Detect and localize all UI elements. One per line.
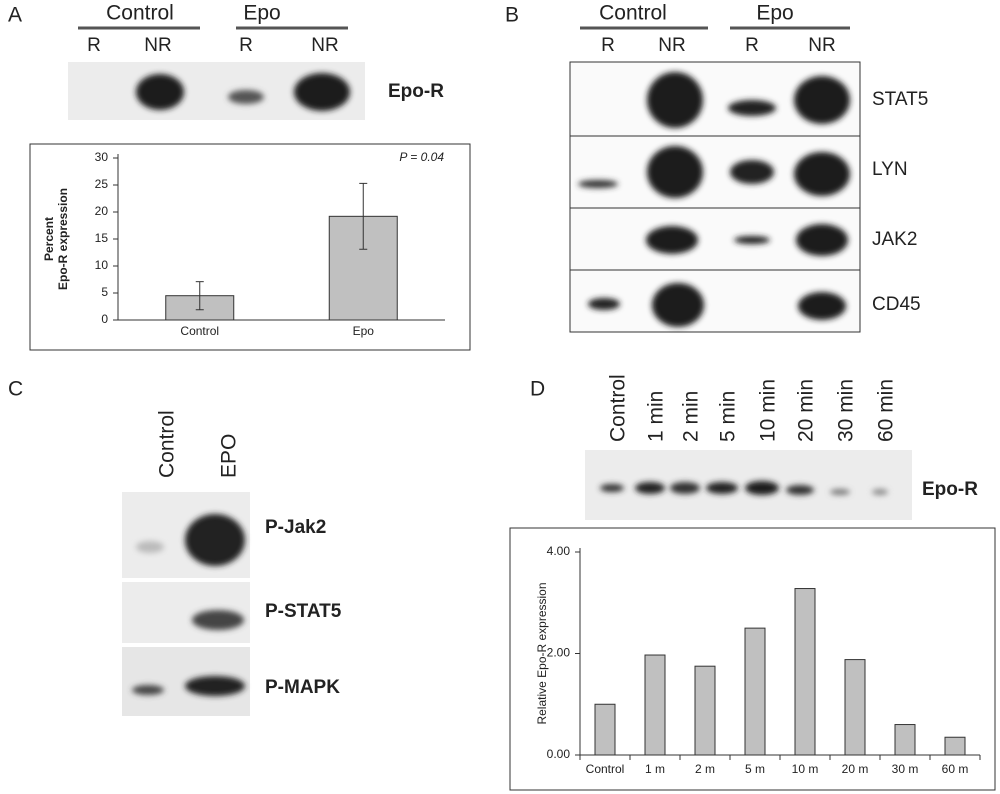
lane-label: Control [156,410,179,478]
lane-label: R [87,35,101,56]
lane-labels: Control 1 min 2 min 5 min 10 min 20 min 30 min… [607,374,898,442]
panel-label: A [8,4,22,27]
y-tick-label: 5 [101,285,108,299]
y-tick-label: 20 [95,204,109,218]
blot [569,61,861,333]
blot [122,492,250,716]
panel-label: D [530,378,545,401]
y-tick-label: 15 [95,231,109,245]
y-tick-label: 10 [95,258,109,272]
y-tick-label: 2.00 [547,646,571,660]
bar [594,703,616,756]
panel-label: B [505,4,519,27]
band-label: LYN [872,159,908,180]
chart-frame [509,527,996,791]
bar [794,588,816,756]
x-tick-label: Epo [353,324,375,338]
bar [944,736,966,756]
band-label: Epo-R [388,81,444,102]
x-tick-label: 1 m [645,762,665,776]
lane-label: R [745,35,759,56]
y-tick-label: 25 [95,177,109,191]
x-tick-label: Control [180,324,219,338]
band-label: P-MAPK [265,677,340,698]
panel-label: C [8,378,23,401]
y-tick-label: 4.00 [547,544,571,558]
lane-label: NR [311,35,338,56]
x-tick-label: Control [586,762,625,776]
lane-label: 30 min [835,379,858,442]
lane-label: 1 min [645,391,668,442]
lane-label: NR [808,35,835,56]
lane-label: 10 min [757,379,780,442]
bar [744,627,766,756]
blot [68,62,365,120]
x-tick-label: 10 m [792,762,819,776]
x-tick-label: 2 m [695,762,715,776]
band-label: P-STAT5 [265,601,342,622]
y-tick-label: 0 [101,312,108,326]
x-tick-label: 30 m [892,762,919,776]
y-tick-label: 30 [95,150,109,164]
error-bar [195,281,204,311]
annotation: P = 0.04 [399,150,444,164]
group-label: Epo [243,2,280,25]
bar [694,665,716,756]
band-label: Epo-R [922,479,978,500]
error-bar [359,182,368,250]
band-label: CD45 [872,294,921,315]
lane-label: R [601,35,615,56]
band-label: P-Jak2 [265,517,326,538]
band-label: STAT5 [872,89,928,110]
y-axis-label: Relative Epo-R expression [535,582,549,724]
x-tick-label: 20 m [842,762,869,776]
y-tick-label: 0.00 [547,747,571,761]
group-label: Epo [756,2,793,25]
lane-label: EPO [218,434,241,478]
band-label: JAK2 [872,229,917,250]
group-label: Control [106,2,174,25]
blot [585,450,912,520]
bar [844,659,866,756]
lane-label: Control [607,374,630,442]
group-label: Control [599,2,667,25]
bar [894,724,916,756]
lane-label: 20 min [795,379,818,442]
y-axis-label: Percent [42,217,56,261]
y-axis-label: Epo-R expression [56,188,70,290]
lane-label: R [239,35,253,56]
lane-label: NR [144,35,171,56]
lane-label: 60 min [875,379,898,442]
lane-label: 5 min [717,391,740,442]
lane-label: 2 min [680,391,703,442]
x-tick-label: 60 m [942,762,969,776]
x-tick-label: 5 m [745,762,765,776]
chart-frame [29,143,471,351]
lane-label: NR [658,35,685,56]
bar [644,654,666,756]
